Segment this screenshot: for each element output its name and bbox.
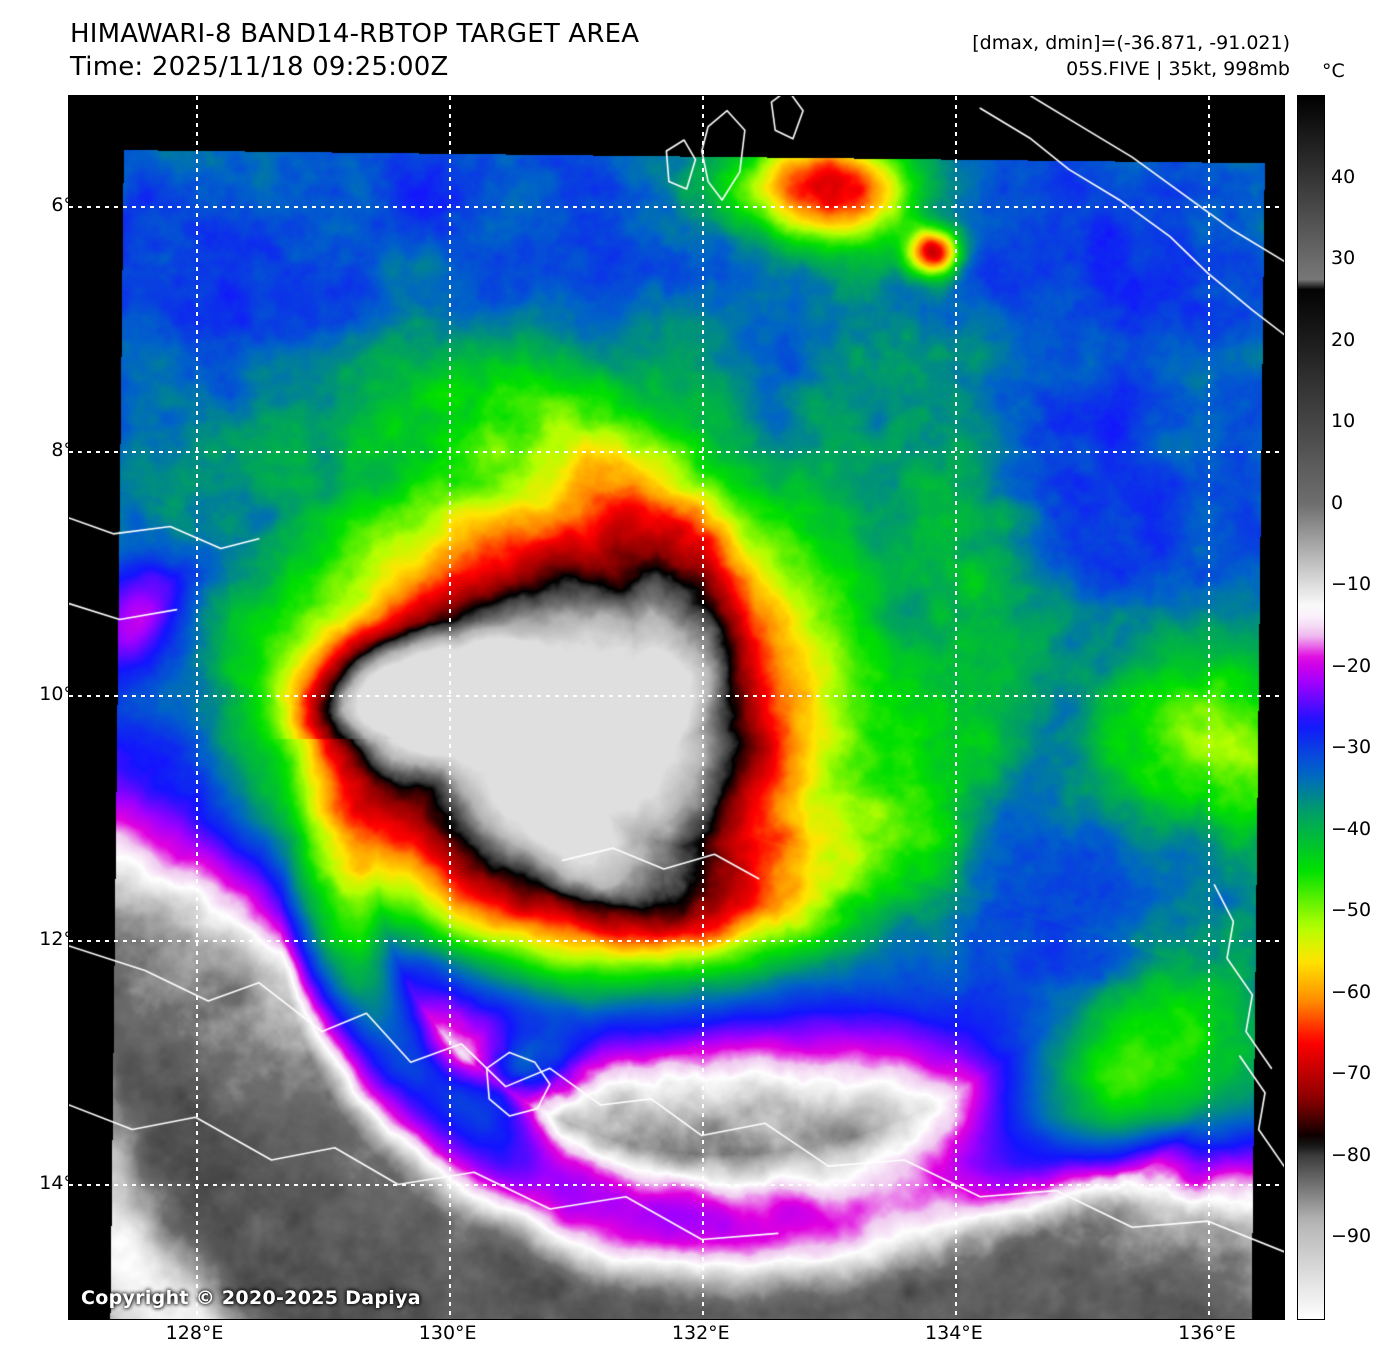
colorbar-tick-8: −40 <box>1331 817 1372 840</box>
colorbar-tick-13: −90 <box>1331 1225 1372 1248</box>
lat-tick-0: 6°S <box>51 194 85 217</box>
colorbar-tick-2: 20 <box>1331 328 1356 351</box>
colorbar-tick-5: −10 <box>1331 573 1372 596</box>
colorbar-gradient <box>1298 96 1324 1319</box>
data-minmax-label: [dmax, dmin]=(-36.871, -91.021) <box>972 32 1290 54</box>
copyright-notice: Copyright © 2020-2025 Dapiya <box>81 1287 421 1309</box>
colorbar-tick-7: −30 <box>1331 736 1372 759</box>
colorbar-tick-11: −70 <box>1331 1062 1372 1085</box>
colorbar-tick-10: −60 <box>1331 980 1372 1003</box>
lat-tick-2: 10°S <box>39 683 85 706</box>
colorbar-tick-3: 10 <box>1331 410 1356 433</box>
lon-tick-4: 136°E <box>1178 1322 1236 1344</box>
colorbar-tick-1: 30 <box>1331 247 1356 270</box>
lon-tick-3: 134°E <box>925 1322 983 1344</box>
lon-tick-2: 132°E <box>671 1322 730 1344</box>
lon-tick-1: 130°E <box>418 1322 477 1344</box>
header-metadata: [dmax, dmin]=(-36.871, -91.021) 05S.FIVE… <box>830 30 1290 82</box>
colorbar-tick-12: −80 <box>1331 1143 1372 1166</box>
lat-tick-4: 14°S <box>39 1172 85 1195</box>
colorbar-tick-9: −50 <box>1331 899 1372 922</box>
colorbar-tick-4: 0 <box>1331 491 1344 514</box>
lat-tick-1: 8°S <box>51 438 85 461</box>
colorbar-tick-0: 40 <box>1331 165 1356 188</box>
lat-tick-3: 12°S <box>39 927 85 950</box>
lon-tick-0: 128°E <box>165 1322 224 1344</box>
satellite-image-plot: Copyright © 2020-2025 Dapiya <box>68 95 1285 1320</box>
colorbar-tick-6: −20 <box>1331 654 1372 677</box>
colorbar-unit-label: °C <box>1322 60 1345 82</box>
satellite-imagery-canvas <box>69 96 1284 1319</box>
storm-info-label: 05S.FIVE | 35kt, 998mb <box>1066 58 1290 80</box>
page-title: HIMAWARI-8 BAND14-RBTOP TARGET AREA Time… <box>70 19 640 82</box>
colorbar <box>1297 95 1325 1320</box>
